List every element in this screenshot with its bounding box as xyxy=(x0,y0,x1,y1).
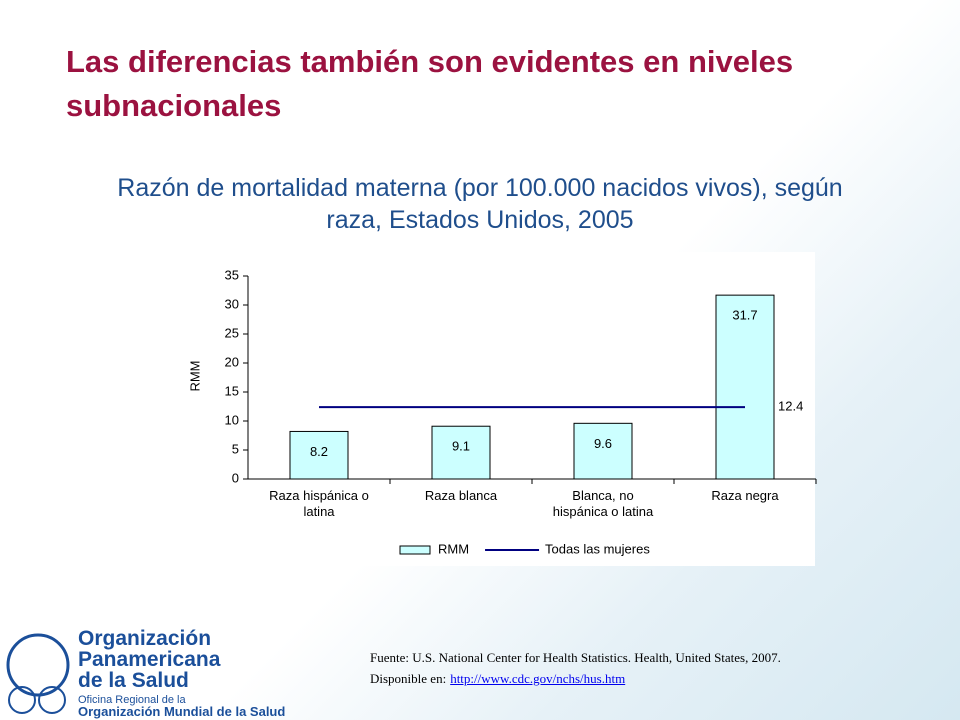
slide-title: Las diferencias también son evidentes en… xyxy=(66,44,794,123)
chart-title: Razón de mortalidad materna (por 100.000… xyxy=(117,174,843,234)
logo-line: Panamericana xyxy=(78,648,221,671)
logo-text: Organización Panamericana de la Salud xyxy=(78,628,220,691)
y-tick-label: 30 xyxy=(225,296,239,311)
y-axis-label: RMM xyxy=(187,360,202,391)
bar xyxy=(573,422,633,480)
source-prefix: Disponible en: xyxy=(370,671,447,686)
y-tick-label: 10 xyxy=(225,412,239,427)
logo-seal xyxy=(8,686,36,714)
chart-background xyxy=(185,252,815,566)
logo-line: Oficina Regional de la xyxy=(78,694,186,706)
legend-label: RMM xyxy=(438,541,469,556)
y-tick-label: 25 xyxy=(225,325,239,340)
bar-value-label: 8.2 xyxy=(310,444,328,459)
line-value-label: 12.4 xyxy=(778,399,803,414)
x-tick-label: Raza blanca xyxy=(425,488,498,503)
logo-globe xyxy=(6,633,70,697)
x-tick-label: Raza negra xyxy=(711,488,779,503)
legend-swatch xyxy=(399,545,431,555)
bar-value-label: 9.6 xyxy=(594,436,612,451)
bar-value-label: 9.1 xyxy=(452,439,470,454)
source: Fuente: U.S. National Center for Health … xyxy=(370,647,781,689)
logo-subtext: Oficina Regional de la Organización Mund… xyxy=(78,694,285,718)
bar-value-label: 31.7 xyxy=(732,308,757,323)
logo-line: de la Salud xyxy=(78,669,189,692)
y-tick-label: 0 xyxy=(232,470,239,485)
bar xyxy=(715,294,775,480)
source-link-line: Disponible en: http://www.cdc.gov/nchs/hu… xyxy=(370,668,781,689)
y-tick-label: 5 xyxy=(232,441,239,456)
source-link[interactable]: http://www.cdc.gov/nchs/hus.htm xyxy=(450,671,626,686)
y-tick-label: 20 xyxy=(225,354,239,369)
logo-line: Organización xyxy=(78,627,212,650)
logo-line: Organización Mundial de la Salud xyxy=(78,704,286,719)
x-tick-label: Raza hispánica o latina xyxy=(269,488,369,519)
legend-label: Todas las mujeres xyxy=(545,541,650,556)
x-tick-label: Blanca, no hispánica o latina xyxy=(553,488,654,519)
bar xyxy=(431,425,491,480)
logo-seal xyxy=(38,686,66,714)
bar xyxy=(289,430,349,480)
y-tick-label: 35 xyxy=(225,267,239,282)
y-tick-label: 15 xyxy=(225,383,239,398)
source-text: Fuente: U.S. National Center for Health … xyxy=(370,650,781,665)
